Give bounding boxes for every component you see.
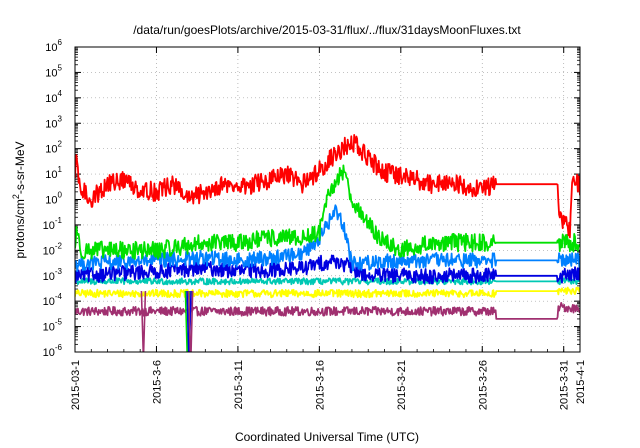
- y-tick-label: 100: [45, 191, 62, 207]
- y-tick-label: 10-4: [43, 292, 63, 308]
- y-tick-exponent: -3: [55, 267, 63, 276]
- y-tick-exponent: -1: [55, 216, 63, 225]
- x-tick-label: 2015-3-6: [151, 360, 163, 404]
- x-tick-label: 2015-3-21: [396, 360, 408, 410]
- y-tick-exponent: -2: [55, 241, 63, 250]
- x-tick-label: 2015-3-11: [233, 360, 245, 409]
- y-tick-base: 10: [43, 271, 55, 283]
- y-tick-exponent: -5: [55, 318, 63, 327]
- x-tick-label: 2015-3-26: [477, 360, 489, 410]
- y-tick-base: 10: [43, 347, 55, 359]
- y-axis-label-main: protons/cm: [13, 199, 27, 258]
- y-tick-label: 106: [45, 38, 62, 54]
- y-tick-label: 10-6: [43, 343, 63, 359]
- y-tick-exponent: 1: [58, 165, 63, 174]
- series-dip: [186, 290, 192, 352]
- y-tick-exponent: 5: [58, 63, 63, 72]
- x-tick-label: 2015-3-16: [314, 360, 326, 410]
- y-tick-label: 102: [45, 140, 62, 156]
- y-tick-exponent: 6: [58, 38, 63, 47]
- x-tick-label: 2015-4-1: [575, 360, 587, 404]
- y-tick-base: 10: [43, 220, 55, 232]
- y-tick-base: 10: [45, 42, 57, 54]
- y-tick-label: 103: [45, 114, 62, 130]
- y-tick-label: 101: [45, 165, 62, 181]
- series-line: [75, 302, 580, 320]
- series-line: [75, 254, 580, 285]
- y-tick-base: 10: [45, 195, 57, 207]
- x-tick-labels: 2015-03-1 2015-3-6 2015-3-11 2015-3-16 2015-…: [70, 360, 587, 410]
- y-tick-base: 10: [45, 169, 57, 181]
- y-tick-label: 10-2: [43, 241, 63, 257]
- y-axis-label-tail: -s-sr-MeV: [13, 141, 27, 194]
- series-layer: [75, 134, 580, 352]
- series-line: [75, 164, 580, 260]
- series-dip: [187, 290, 194, 352]
- y-tick-base: 10: [45, 93, 57, 105]
- y-tick-base: 10: [45, 67, 57, 79]
- y-tick-exponent: -6: [55, 343, 63, 352]
- series-line: [75, 277, 580, 286]
- y-tick-exponent: 0: [58, 191, 63, 200]
- x-tick-label: 2015-03-1: [70, 360, 82, 410]
- series-line: [75, 286, 580, 299]
- y-tick-label: 10-3: [43, 267, 63, 283]
- y-tick-label: 105: [45, 63, 62, 79]
- y-tick-base: 10: [43, 322, 55, 334]
- y-tick-exponent: 3: [58, 114, 63, 123]
- y-tick-exponent: 2: [58, 140, 63, 149]
- y-tick-base: 10: [45, 118, 57, 130]
- y-tick-exponent: -4: [55, 292, 63, 301]
- x-axis-label: Coordinated Universal Time (UTC): [235, 430, 419, 444]
- x-tick-label: 2015-3-31: [559, 360, 571, 410]
- y-tick-label: 10-5: [43, 318, 63, 334]
- y-axis-label: protons/cm2-s-sr-MeV: [11, 141, 27, 258]
- y-tick-labels: 10-610-510-410-310-210-11001011021031041…: [43, 38, 63, 359]
- series-dip: [140, 290, 147, 352]
- y-tick-label: 10-1: [43, 216, 63, 232]
- y-tick-exponent: 4: [58, 89, 63, 98]
- series-line: [75, 134, 580, 239]
- plot-frame: [74, 46, 581, 353]
- y-tick-base: 10: [43, 245, 55, 257]
- y-tick-base: 10: [43, 296, 55, 308]
- y-axis-label-sup: 2: [11, 194, 21, 199]
- y-tick-label: 104: [45, 89, 62, 105]
- y-tick-base: 10: [45, 144, 57, 156]
- chart-title: /data/run/goesPlots/archive/2015-03-31/f…: [133, 23, 521, 37]
